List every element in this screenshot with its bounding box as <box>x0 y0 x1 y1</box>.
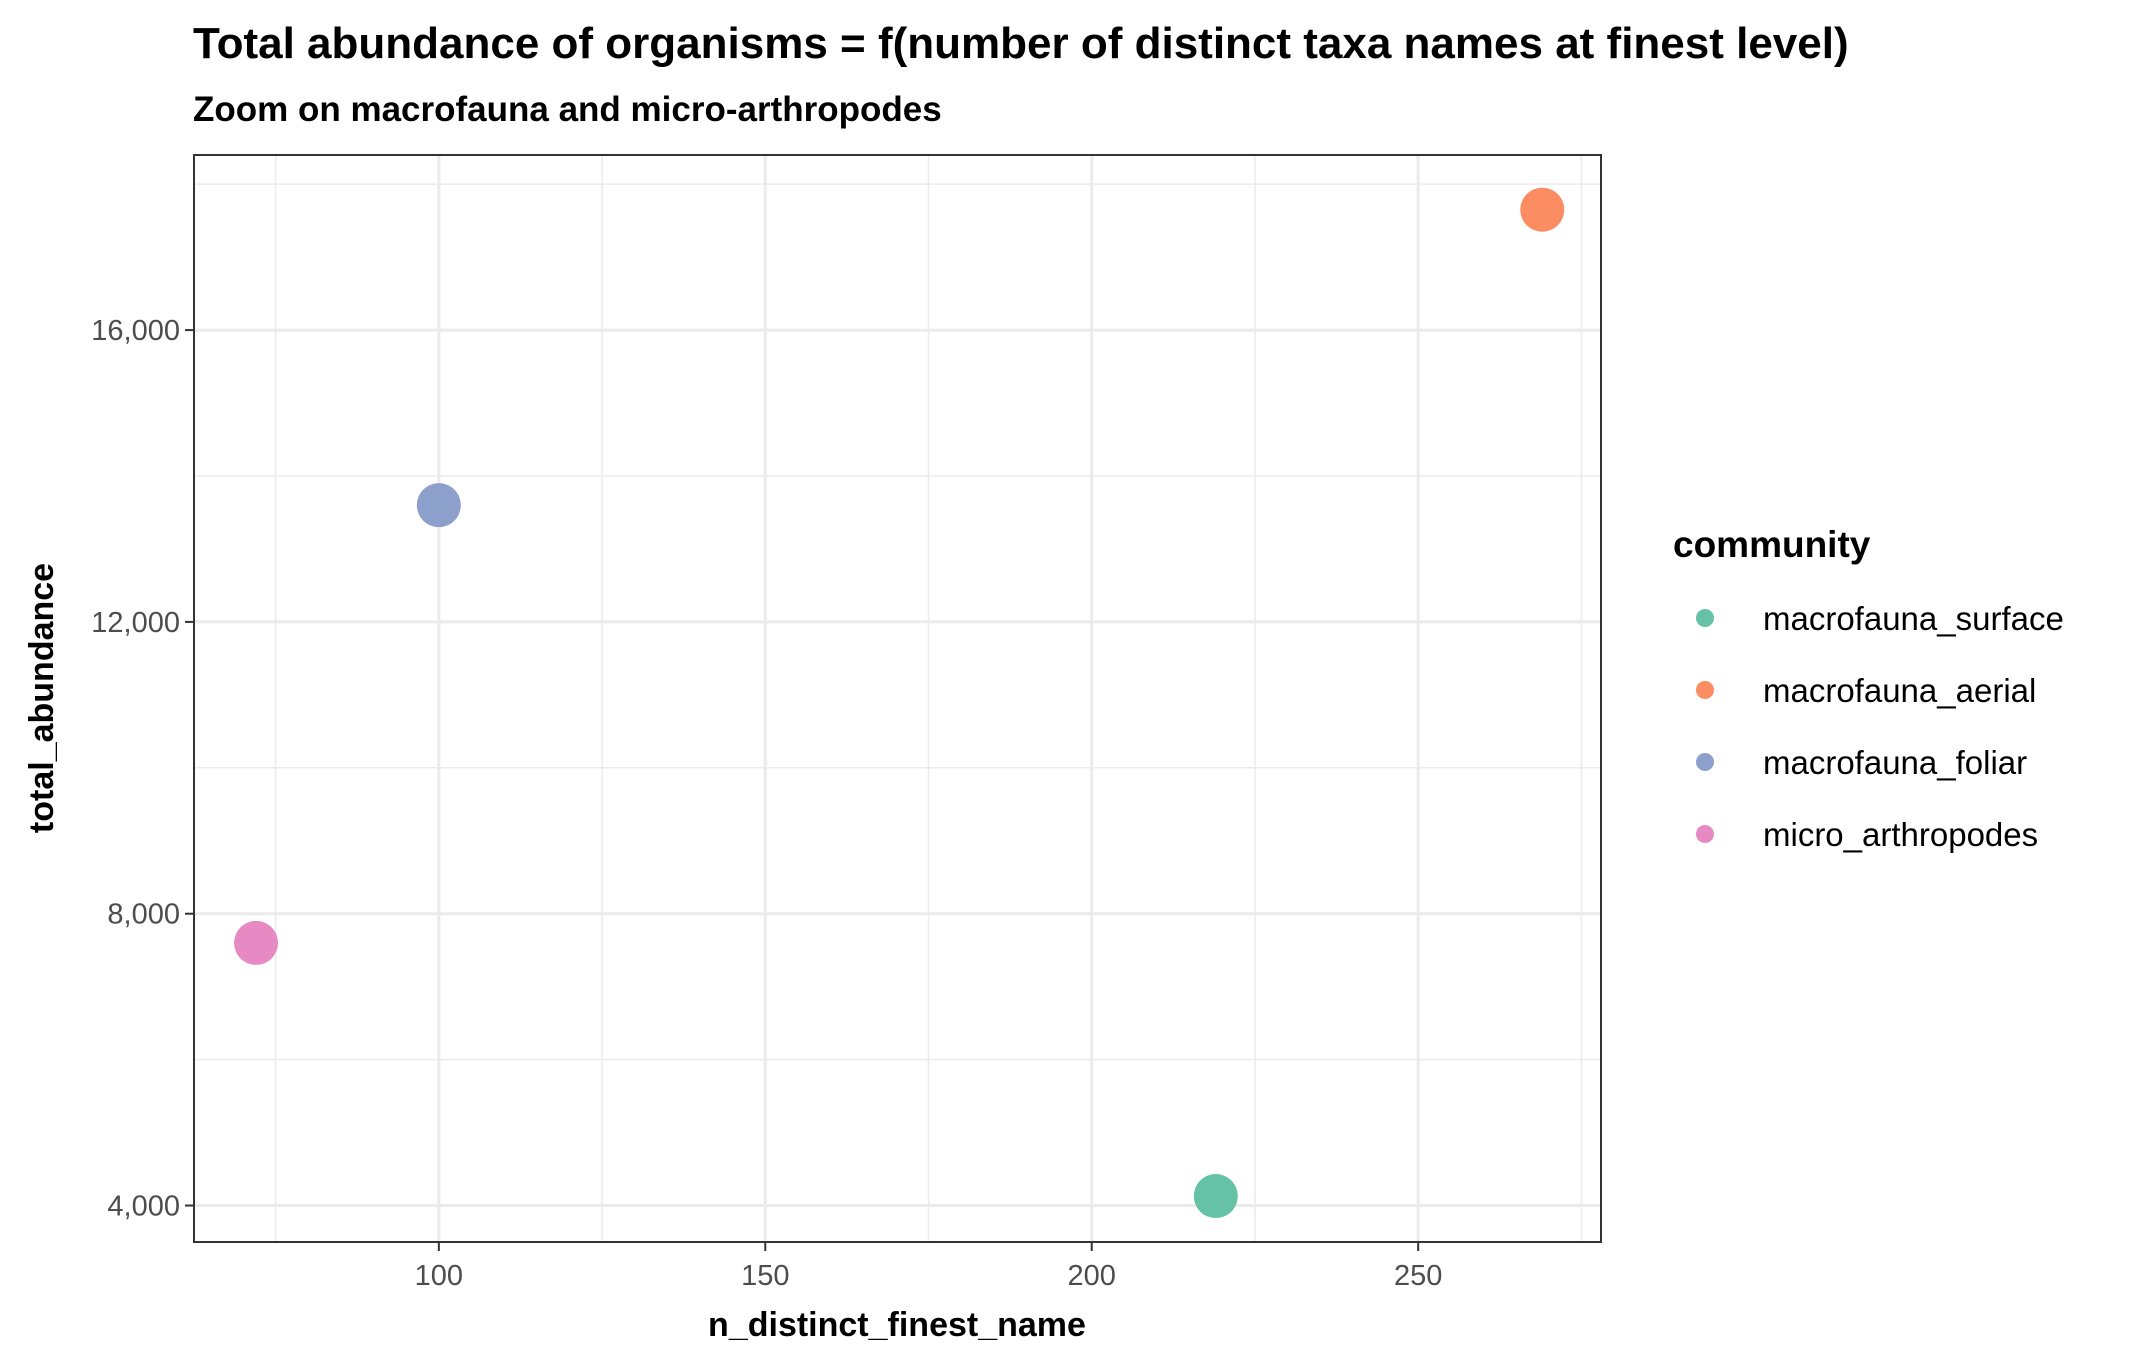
legend-title: community <box>1673 524 1871 565</box>
data-points <box>234 187 1565 1219</box>
legend-label: macrofauna_surface <box>1763 600 2064 637</box>
data-point <box>1193 1174 1238 1219</box>
x-axis-title: n_distinct_finest_name <box>708 1306 1086 1344</box>
x-tick-label: 200 <box>1068 1260 1116 1292</box>
data-point <box>1520 187 1565 232</box>
y-tick-label: 4,000 <box>107 1191 180 1223</box>
plot-border <box>193 154 1602 1243</box>
x-tick-label: 100 <box>415 1260 463 1292</box>
data-point <box>416 483 461 528</box>
chart-title: Total abundance of organisms = f(number … <box>193 19 1849 68</box>
x-tick-label: 250 <box>1394 1260 1442 1292</box>
legend-label: macrofauna_foliar <box>1763 744 2027 781</box>
legend: macrofauna_surface macrofauna_aerialmacro… <box>1696 600 2064 853</box>
legend-key <box>1696 681 1714 699</box>
legend-key <box>1696 825 1714 843</box>
legend-key <box>1696 609 1714 627</box>
minor-gridlines <box>194 155 1601 1242</box>
plot-panel <box>194 155 1601 1242</box>
legend-label: macrofauna_aerial <box>1763 672 2036 709</box>
x-tick-label: 150 <box>741 1260 789 1292</box>
data-point <box>234 920 279 965</box>
legend-key <box>1696 753 1714 771</box>
y-tick-label: 12,000 <box>91 607 180 639</box>
y-axis-title: total_abundance <box>23 563 61 833</box>
major-gridlines <box>194 155 1601 1242</box>
y-tick-label: 8,000 <box>107 899 180 931</box>
legend-label: micro_arthropodes <box>1763 816 2038 853</box>
chart-subtitle: Zoom on macrofauna and micro-arthropodes <box>193 90 942 129</box>
y-axis-ticks: 4,000 8,000 12,000 16,000 <box>91 315 194 1223</box>
y-tick-label: 16,000 <box>91 315 180 347</box>
x-axis-ticks: 100 150 200 250 <box>415 1242 1442 1292</box>
